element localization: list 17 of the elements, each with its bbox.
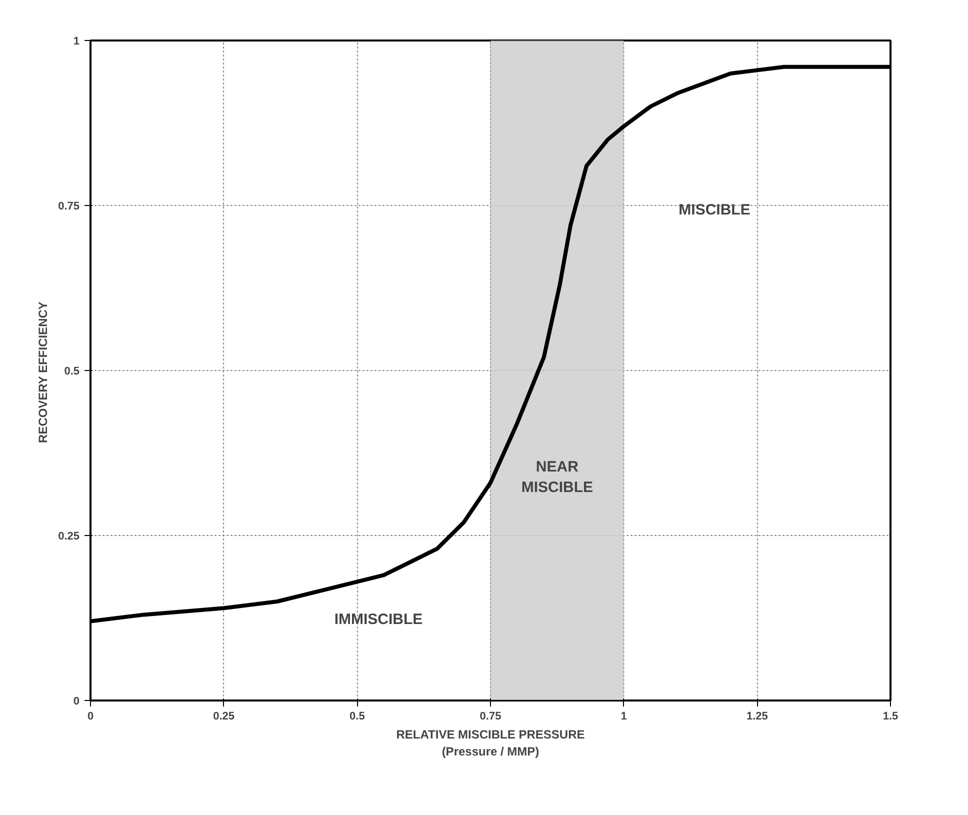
y-axis-title: RECOVERY EFFICIENCY [36, 302, 50, 443]
y-tick-label: 0.75 [58, 200, 80, 212]
y-tick-label: 0 [73, 696, 80, 708]
y-tick-label: 0.25 [58, 530, 80, 542]
x-axis-title: RELATIVE MISCIBLE PRESSURE (Pressure / MMP) [396, 728, 585, 758]
x-tick-label: 0.25 [213, 710, 235, 722]
x-tick-label: 1.5 [882, 710, 898, 722]
x-tick-label: 1 [620, 710, 627, 722]
y-tick-label: 1 [73, 36, 80, 48]
x-tick-label: 0.75 [480, 710, 502, 722]
y-tick-label: 0.5 [64, 366, 80, 378]
x-tick-label: 0 [87, 710, 94, 722]
band-label: NEAR MISCIBLE [521, 458, 594, 496]
x-tick-label: 0.5 [350, 710, 365, 722]
x-tick-label: 1.25 [746, 710, 768, 722]
annotation: IMMISCIBLE [334, 610, 423, 628]
annotation: MISCIBLE [678, 202, 750, 219]
